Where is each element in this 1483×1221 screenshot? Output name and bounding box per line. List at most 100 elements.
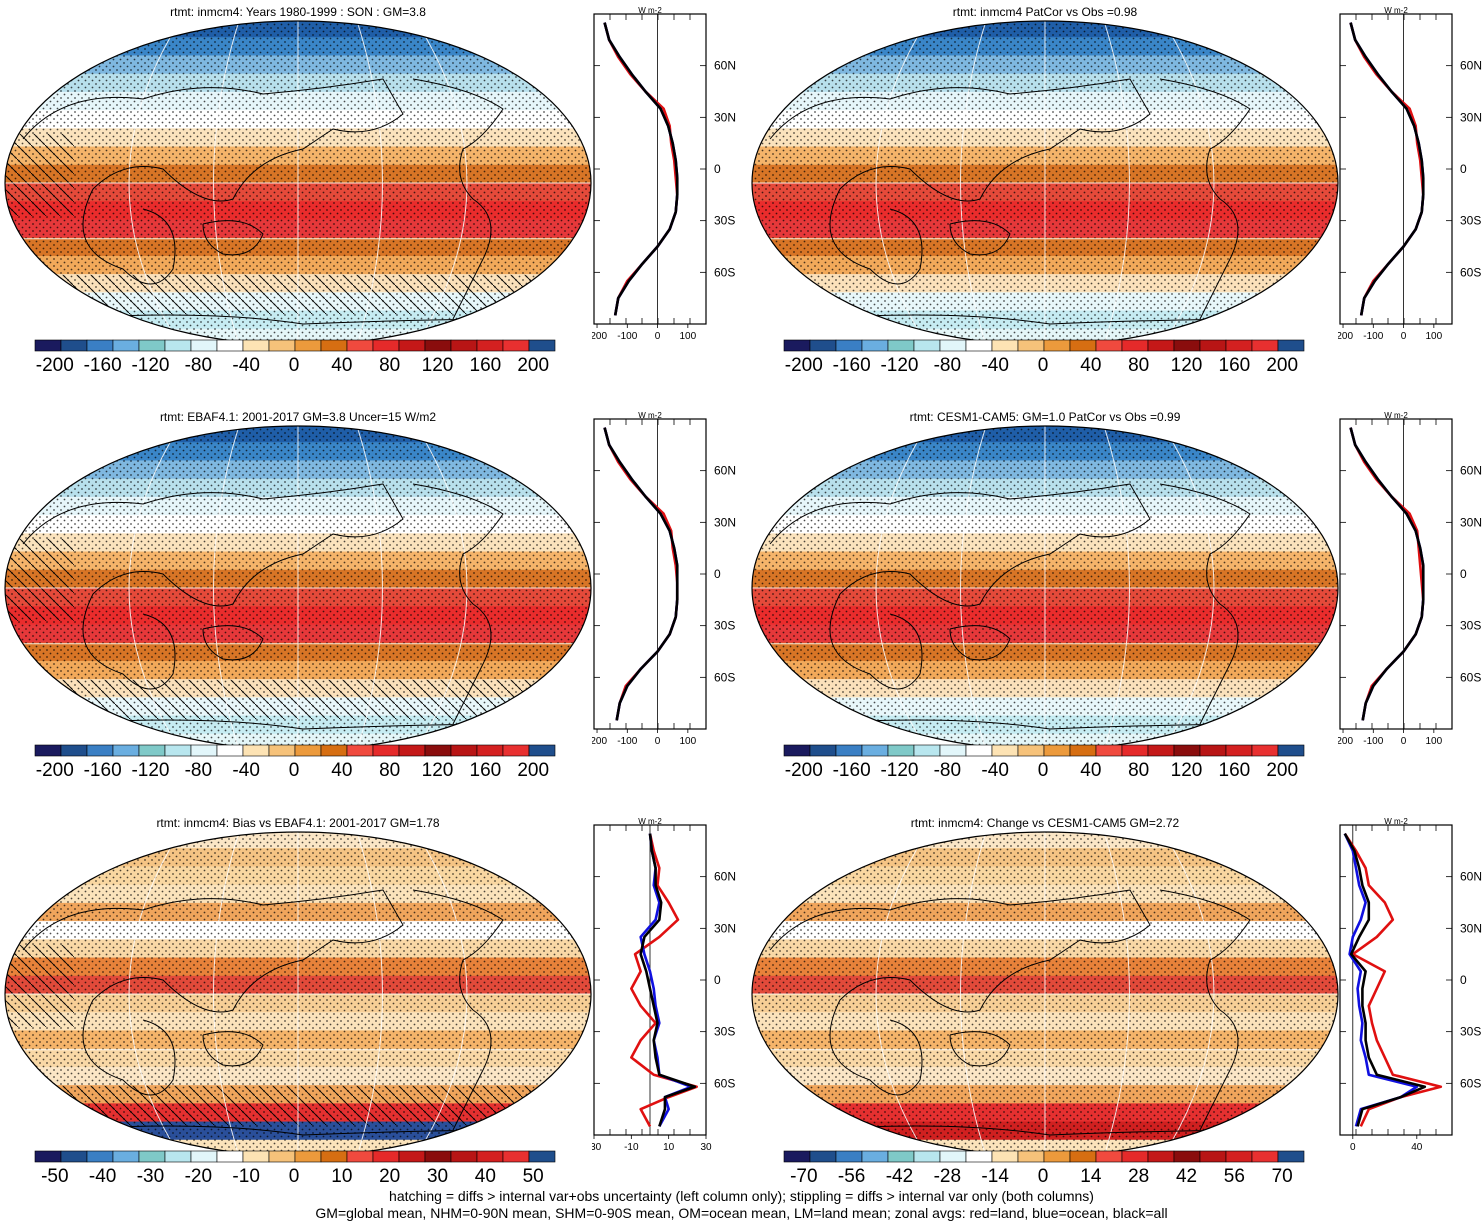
colorbar-swatch <box>1069 1150 1097 1163</box>
zonal-unit-label: W m-2 <box>638 6 662 15</box>
colorbar-swatch <box>1095 339 1123 352</box>
colorbar-swatch <box>939 339 967 352</box>
panel-title: rtmt: inmcm4 PatCor vs Obs =0.98 <box>952 5 1138 19</box>
colorbar-tick-label: -40 <box>232 760 260 781</box>
colorbar-tick-label: -160 <box>832 355 871 376</box>
zonal-ytick-label: 60S <box>714 265 735 279</box>
panel-title: rtmt: inmcm4: Change vs CESM1-CAM5 GM=2.… <box>910 816 1180 830</box>
zonal-mean-plot: W m-2 60N 30N 0 30S 60S -200 -100 0 100 <box>1338 6 1482 342</box>
colorbar-tick-label: 0 <box>288 760 300 781</box>
colorbar-swatch <box>502 1150 530 1163</box>
zonal-xtick-label: 0 <box>655 736 661 747</box>
colorbar-swatch <box>913 339 941 352</box>
zonal-line-ocean <box>603 22 679 316</box>
colorbar-swatch <box>965 744 993 757</box>
colorbar-swatch <box>268 1150 296 1163</box>
colorbar-tick-label: -40 <box>232 355 260 376</box>
colorbar-labels: -200 -160 -120 -80 -40 0 40 80 120 160 200 <box>34 760 554 784</box>
colorbar-labels: -200 -160 -120 -80 -40 0 40 80 120 160 200 <box>34 355 554 379</box>
zonal-xtick-label: -200 <box>1338 736 1353 747</box>
colorbar-swatch <box>164 339 192 352</box>
colorbar-swatch <box>476 1150 504 1163</box>
zonal-ytick-label: 60N <box>1460 464 1482 478</box>
colorbar-tick-label: 160 <box>469 355 502 376</box>
zonal-xtick-label: -200 <box>1338 331 1353 342</box>
colorbar <box>34 339 556 352</box>
colorbar-swatch <box>835 744 863 757</box>
zonal-ytick-label: 0 <box>1460 973 1467 987</box>
zonal-xtick-label: 0 <box>1350 1142 1356 1153</box>
colorbar-swatch <box>372 339 400 352</box>
zonal-xtick-label: 0 <box>1401 736 1407 747</box>
colorbar-swatch <box>835 1150 863 1163</box>
colorbar-swatch <box>1251 744 1279 757</box>
colorbar-swatch <box>476 339 504 352</box>
colorbar <box>783 339 1305 352</box>
colorbar-tick-label: -70 <box>790 1166 818 1187</box>
colorbar-swatch <box>346 744 374 757</box>
colorbar-tick-label: -40 <box>981 355 1009 376</box>
colorbar-swatch <box>320 339 348 352</box>
colorbar-tick-label: 20 <box>379 1166 401 1187</box>
zonal-line-land <box>1349 427 1425 721</box>
zonal-xtick-label: -100 <box>1363 331 1383 342</box>
colorbar-swatch <box>242 339 270 352</box>
colorbar-swatch <box>502 744 530 757</box>
colorbar-swatch <box>861 339 889 352</box>
colorbar-swatch <box>398 339 426 352</box>
colorbar-tick-label: -56 <box>837 1166 866 1187</box>
colorbar-swatch <box>1017 744 1045 757</box>
colorbar-swatch <box>991 744 1019 757</box>
zonal-line-ocean <box>603 427 679 721</box>
colorbar-tick-label: 56 <box>1223 1166 1245 1187</box>
zonal-ytick-label: 30S <box>714 214 735 228</box>
colorbar-tick-label: 40 <box>331 760 353 781</box>
colorbar-swatch <box>320 744 348 757</box>
colorbar-tick-label: 0 <box>1037 760 1049 781</box>
colorbar-swatch <box>190 744 218 757</box>
colorbar-swatch <box>242 744 270 757</box>
colorbar-swatch <box>887 339 915 352</box>
colorbar-tick-label: -80 <box>184 760 213 781</box>
colorbar-swatch <box>450 339 478 352</box>
zonal-xtick-label: 30 <box>700 1142 712 1153</box>
colorbar-swatch <box>1095 744 1123 757</box>
colorbar-tick-label: -120 <box>131 760 170 781</box>
colorbar-tick-label: -80 <box>933 355 962 376</box>
colorbar-swatch <box>138 1150 166 1163</box>
zonal-xtick-label: -200 <box>592 736 607 747</box>
zonal-xtick-label: -10 <box>624 1142 639 1153</box>
colorbar-swatch <box>424 744 452 757</box>
colorbar-swatch <box>190 339 218 352</box>
colorbar-swatch <box>1147 339 1175 352</box>
zonal-line-all <box>1343 832 1427 1127</box>
colorbar-swatch <box>268 339 296 352</box>
colorbar-tick-label: -50 <box>41 1166 69 1187</box>
colorbar-swatch <box>809 1150 837 1163</box>
colorbar-swatch <box>1017 1150 1045 1163</box>
colorbar-swatch <box>34 339 62 352</box>
colorbar-tick-label: -14 <box>981 1166 1009 1187</box>
zonal-line-ocean <box>1343 833 1419 1127</box>
zonal-mean-plot: W m-2 60N 30N 0 30S 60S -200 -100 0 100 <box>1338 411 1482 747</box>
colorbar-tick-label: -200 <box>784 760 823 781</box>
colorbar-tick-label: 30 <box>426 1166 449 1187</box>
zonal-mean-plot: W m-2 60N 30N 0 30S 60S -30 -10 10 30 <box>592 817 736 1153</box>
zonal-ytick-label: 30S <box>1460 1025 1481 1039</box>
zonal-ytick-label: 0 <box>1460 567 1467 581</box>
colorbar-tick-label: 160 <box>1218 760 1251 781</box>
colorbar-tick-label: -200 <box>35 760 74 781</box>
colorbar-tick-label: -120 <box>880 355 919 376</box>
colorbar-swatch <box>1043 1150 1071 1163</box>
colorbar-tick-label: 14 <box>1080 1166 1102 1187</box>
colorbar-swatch <box>965 339 993 352</box>
colorbar-swatch <box>528 339 556 352</box>
colorbar-tick-label: 80 <box>379 355 401 376</box>
colorbar-swatch <box>1277 744 1305 757</box>
panel-title: rtmt: inmcm4: Bias vs EBAF4.1: 2001-2017… <box>156 816 440 830</box>
zonal-ytick-label: 0 <box>714 162 721 176</box>
colorbar-swatch <box>1199 1150 1227 1163</box>
zonal-line-all <box>639 833 697 1127</box>
zonal-unit-label: W m-2 <box>1384 411 1408 420</box>
zonal-xtick-label: -100 <box>617 331 637 342</box>
